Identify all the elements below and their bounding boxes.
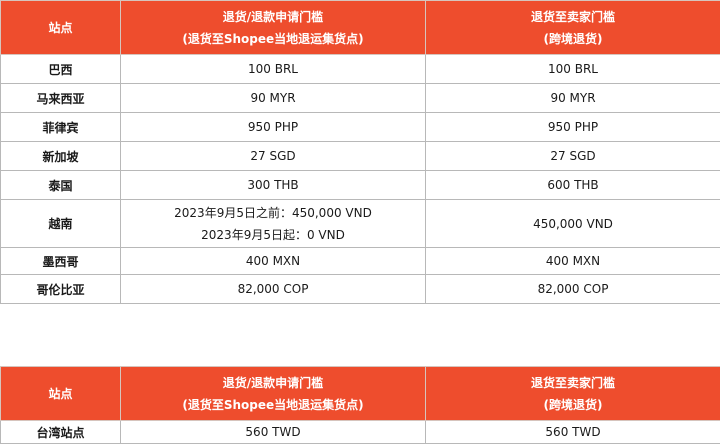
site-cell: 新加坡 <box>0 141 121 171</box>
table-row: 巴西 100 BRL 100 BRL <box>0 54 720 84</box>
header-seller-threshold: 退货至卖家门槛 (跨境退货) <box>425 366 720 421</box>
table-row: 越南 2023年9月5日之前：450,000 VND 2023年9月5日起：0 … <box>0 199 720 248</box>
seller-threshold-cell: 82,000 COP <box>425 274 720 304</box>
local-threshold-cell: 90 MYR <box>120 83 426 113</box>
table-header-row: 站点 退货/退款申请门槛 (退货至Shopee当地退运集货点) 退货至卖家门槛 … <box>0 0 720 55</box>
header-site: 站点 <box>0 366 121 421</box>
seller-threshold-cell: 950 PHP <box>425 112 720 142</box>
table-row: 哥伦比亚 82,000 COP 82,000 COP <box>0 274 720 304</box>
table-row: 泰国 300 THB 600 THB <box>0 170 720 200</box>
header-site: 站点 <box>0 0 121 55</box>
header-local-title: 退货/退款申请门槛 <box>222 9 324 24</box>
local-threshold-cell: 27 SGD <box>120 141 426 171</box>
local-threshold-cell: 300 THB <box>120 170 426 200</box>
header-local-threshold: 退货/退款申请门槛 (退货至Shopee当地退运集货点) <box>120 366 426 421</box>
threshold-table-main: 站点 退货/退款申请门槛 (退货至Shopee当地退运集货点) 退货至卖家门槛 … <box>0 0 720 304</box>
site-cell: 巴西 <box>0 54 121 84</box>
local-threshold-cell: 82,000 COP <box>120 274 426 304</box>
seller-threshold-cell: 27 SGD <box>425 141 720 171</box>
header-seller-note: (跨境退货) <box>543 31 603 46</box>
seller-threshold-cell: 560 TWD <box>425 420 720 444</box>
header-local-note: (退货至Shopee当地退运集货点) <box>182 31 364 46</box>
seller-threshold-cell: 600 THB <box>425 170 720 200</box>
local-threshold-cell: 560 TWD <box>120 420 426 444</box>
table-header-row: 站点 退货/退款申请门槛 (退货至Shopee当地退运集货点) 退货至卖家门槛 … <box>0 366 720 421</box>
header-local-title: 退货/退款申请门槛 <box>222 375 324 390</box>
local-threshold-before-date: 2023年9月5日之前：450,000 VND <box>174 205 372 220</box>
local-threshold-cell: 400 MXN <box>120 247 426 275</box>
seller-threshold-cell: 400 MXN <box>425 247 720 275</box>
table-row: 新加坡 27 SGD 27 SGD <box>0 141 720 171</box>
local-threshold-cell: 2023年9月5日之前：450,000 VND 2023年9月5日起：0 VND <box>120 199 426 248</box>
threshold-table-taiwan: 站点 退货/退款申请门槛 (退货至Shopee当地退运集货点) 退货至卖家门槛 … <box>0 366 720 444</box>
seller-threshold-cell: 100 BRL <box>425 54 720 84</box>
site-cell: 泰国 <box>0 170 121 200</box>
header-local-note: (退货至Shopee当地退运集货点) <box>182 397 364 412</box>
seller-threshold-cell: 450,000 VND <box>425 199 720 248</box>
local-threshold-cell: 100 BRL <box>120 54 426 84</box>
local-threshold-cell: 950 PHP <box>120 112 426 142</box>
site-cell: 台湾站点 <box>0 420 121 444</box>
table-row: 菲律宾 950 PHP 950 PHP <box>0 112 720 142</box>
seller-threshold-cell: 90 MYR <box>425 83 720 113</box>
site-cell: 菲律宾 <box>0 112 121 142</box>
header-seller-note: (跨境退货) <box>543 397 603 412</box>
site-cell: 哥伦比亚 <box>0 274 121 304</box>
local-threshold-after-date: 2023年9月5日起：0 VND <box>201 227 345 242</box>
site-cell: 墨西哥 <box>0 247 121 275</box>
header-seller-title: 退货至卖家门槛 <box>530 9 615 24</box>
table-row: 墨西哥 400 MXN 400 MXN <box>0 247 720 275</box>
table-row: 台湾站点 560 TWD 560 TWD <box>0 420 720 444</box>
header-local-threshold: 退货/退款申请门槛 (退货至Shopee当地退运集货点) <box>120 0 426 55</box>
header-seller-title: 退货至卖家门槛 <box>530 375 615 390</box>
header-seller-threshold: 退货至卖家门槛 (跨境退货) <box>425 0 720 55</box>
site-cell: 马来西亚 <box>0 83 121 113</box>
site-cell: 越南 <box>0 199 121 248</box>
table-row: 马来西亚 90 MYR 90 MYR <box>0 83 720 113</box>
